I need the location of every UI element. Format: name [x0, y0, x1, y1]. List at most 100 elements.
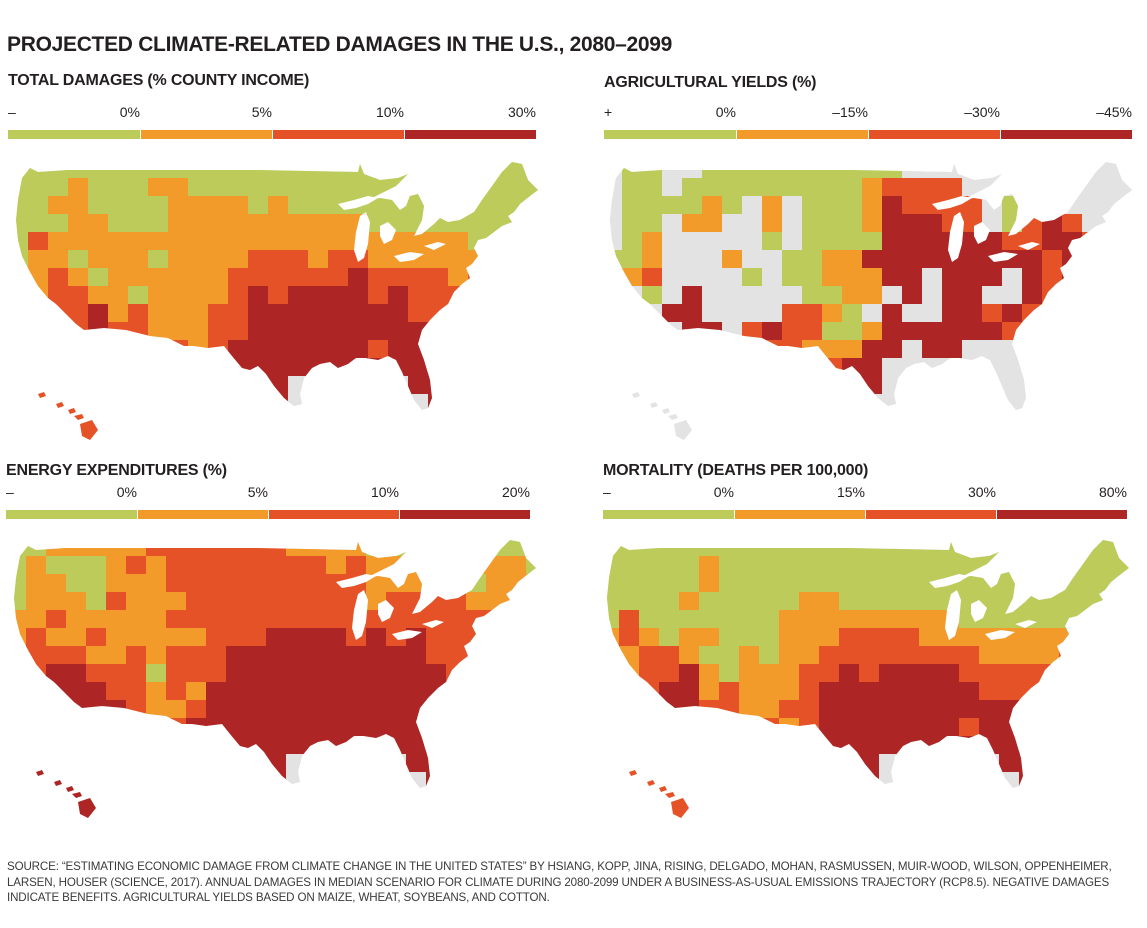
map-cell [16, 304, 29, 323]
map-cell [508, 214, 529, 233]
map-cell [819, 682, 840, 701]
legend-label: 80% [1098, 484, 1127, 500]
map-cell [842, 214, 863, 233]
map-cell [899, 574, 920, 593]
map-cell [308, 250, 329, 269]
map-cell [146, 700, 167, 719]
map-cell [802, 196, 823, 215]
map-cell [919, 682, 940, 701]
map-cell [939, 646, 960, 665]
map-cell [88, 322, 109, 341]
map-cell [1062, 196, 1083, 215]
map-cell [962, 178, 983, 197]
map-cell [882, 286, 903, 305]
map-cell [1079, 718, 1100, 737]
map-cell [862, 196, 883, 215]
map-cell [902, 268, 923, 287]
map-cell [48, 358, 69, 377]
map-cell [842, 322, 863, 341]
map-cell [168, 322, 189, 341]
map-cell [348, 304, 369, 323]
map-cell [328, 394, 349, 410]
map-cell [719, 556, 740, 575]
map-cell [819, 718, 840, 737]
map-cell [368, 322, 389, 341]
map-cell [508, 340, 529, 359]
map-cell [488, 232, 509, 251]
map-cell [346, 736, 367, 755]
map-cell [1019, 574, 1040, 593]
map-cell [428, 304, 449, 323]
map-cell [719, 718, 740, 737]
map-cell [1119, 664, 1129, 683]
map-cell [882, 322, 903, 341]
legend-swatch [400, 510, 530, 519]
map-cell [782, 394, 803, 410]
map-cell [842, 394, 863, 410]
map-cell [108, 394, 129, 410]
map-cell [607, 700, 620, 719]
map-cell [406, 736, 427, 755]
map-cell [610, 304, 623, 323]
map-cell [859, 736, 880, 755]
map-cell [168, 214, 189, 233]
map-cell [388, 196, 409, 215]
map-cell [1019, 628, 1040, 647]
map-cell [408, 178, 429, 197]
map-cell [722, 286, 743, 305]
map-cell [226, 664, 247, 683]
map-cell [106, 682, 127, 701]
map-cell [346, 718, 367, 737]
map-cell [468, 376, 489, 395]
map-cell [288, 232, 309, 251]
map-cell [1099, 540, 1120, 557]
map-cell [802, 358, 823, 377]
map-cell [408, 268, 429, 287]
map-cell [607, 540, 620, 557]
map-cell [622, 304, 643, 323]
map-cell [508, 304, 529, 323]
map-cell [742, 322, 763, 341]
great-lake [354, 212, 370, 262]
map-cell [488, 196, 509, 215]
map-cell [899, 718, 920, 737]
map-cell [999, 736, 1020, 755]
map-cell [368, 394, 389, 410]
map-cell [268, 286, 289, 305]
map-cell [939, 700, 960, 719]
map-cell [128, 394, 149, 410]
map-cell [246, 628, 267, 647]
map-cell [488, 214, 509, 233]
map-cell [919, 754, 940, 773]
map-cell [1002, 358, 1023, 377]
map-cell [1062, 376, 1083, 395]
great-lake [394, 252, 424, 262]
map-cell [902, 178, 923, 197]
map-cell [1119, 682, 1129, 701]
map-cell [228, 214, 249, 233]
map-cell [822, 286, 843, 305]
hawaii-island [647, 780, 655, 786]
map-cell [168, 268, 189, 287]
map-cell [742, 286, 763, 305]
map-cell [308, 394, 329, 410]
map-cell [406, 574, 427, 593]
map-cell [46, 646, 67, 665]
map-cell [999, 664, 1020, 683]
map-cell [1062, 214, 1083, 233]
map-cell [266, 556, 287, 575]
map-cell [386, 556, 407, 575]
map-cell [899, 610, 920, 629]
map-cell [879, 628, 900, 647]
map-cell [922, 214, 943, 233]
map-cell [1059, 772, 1080, 788]
map-cell [286, 682, 307, 701]
map-cell [839, 574, 860, 593]
map-cell [508, 394, 529, 410]
map-cell [1079, 592, 1100, 611]
map-cell [486, 682, 507, 701]
map-cell [922, 162, 943, 179]
map-cell [1119, 646, 1129, 665]
map-cell [979, 646, 1000, 665]
map-cell [246, 754, 267, 773]
